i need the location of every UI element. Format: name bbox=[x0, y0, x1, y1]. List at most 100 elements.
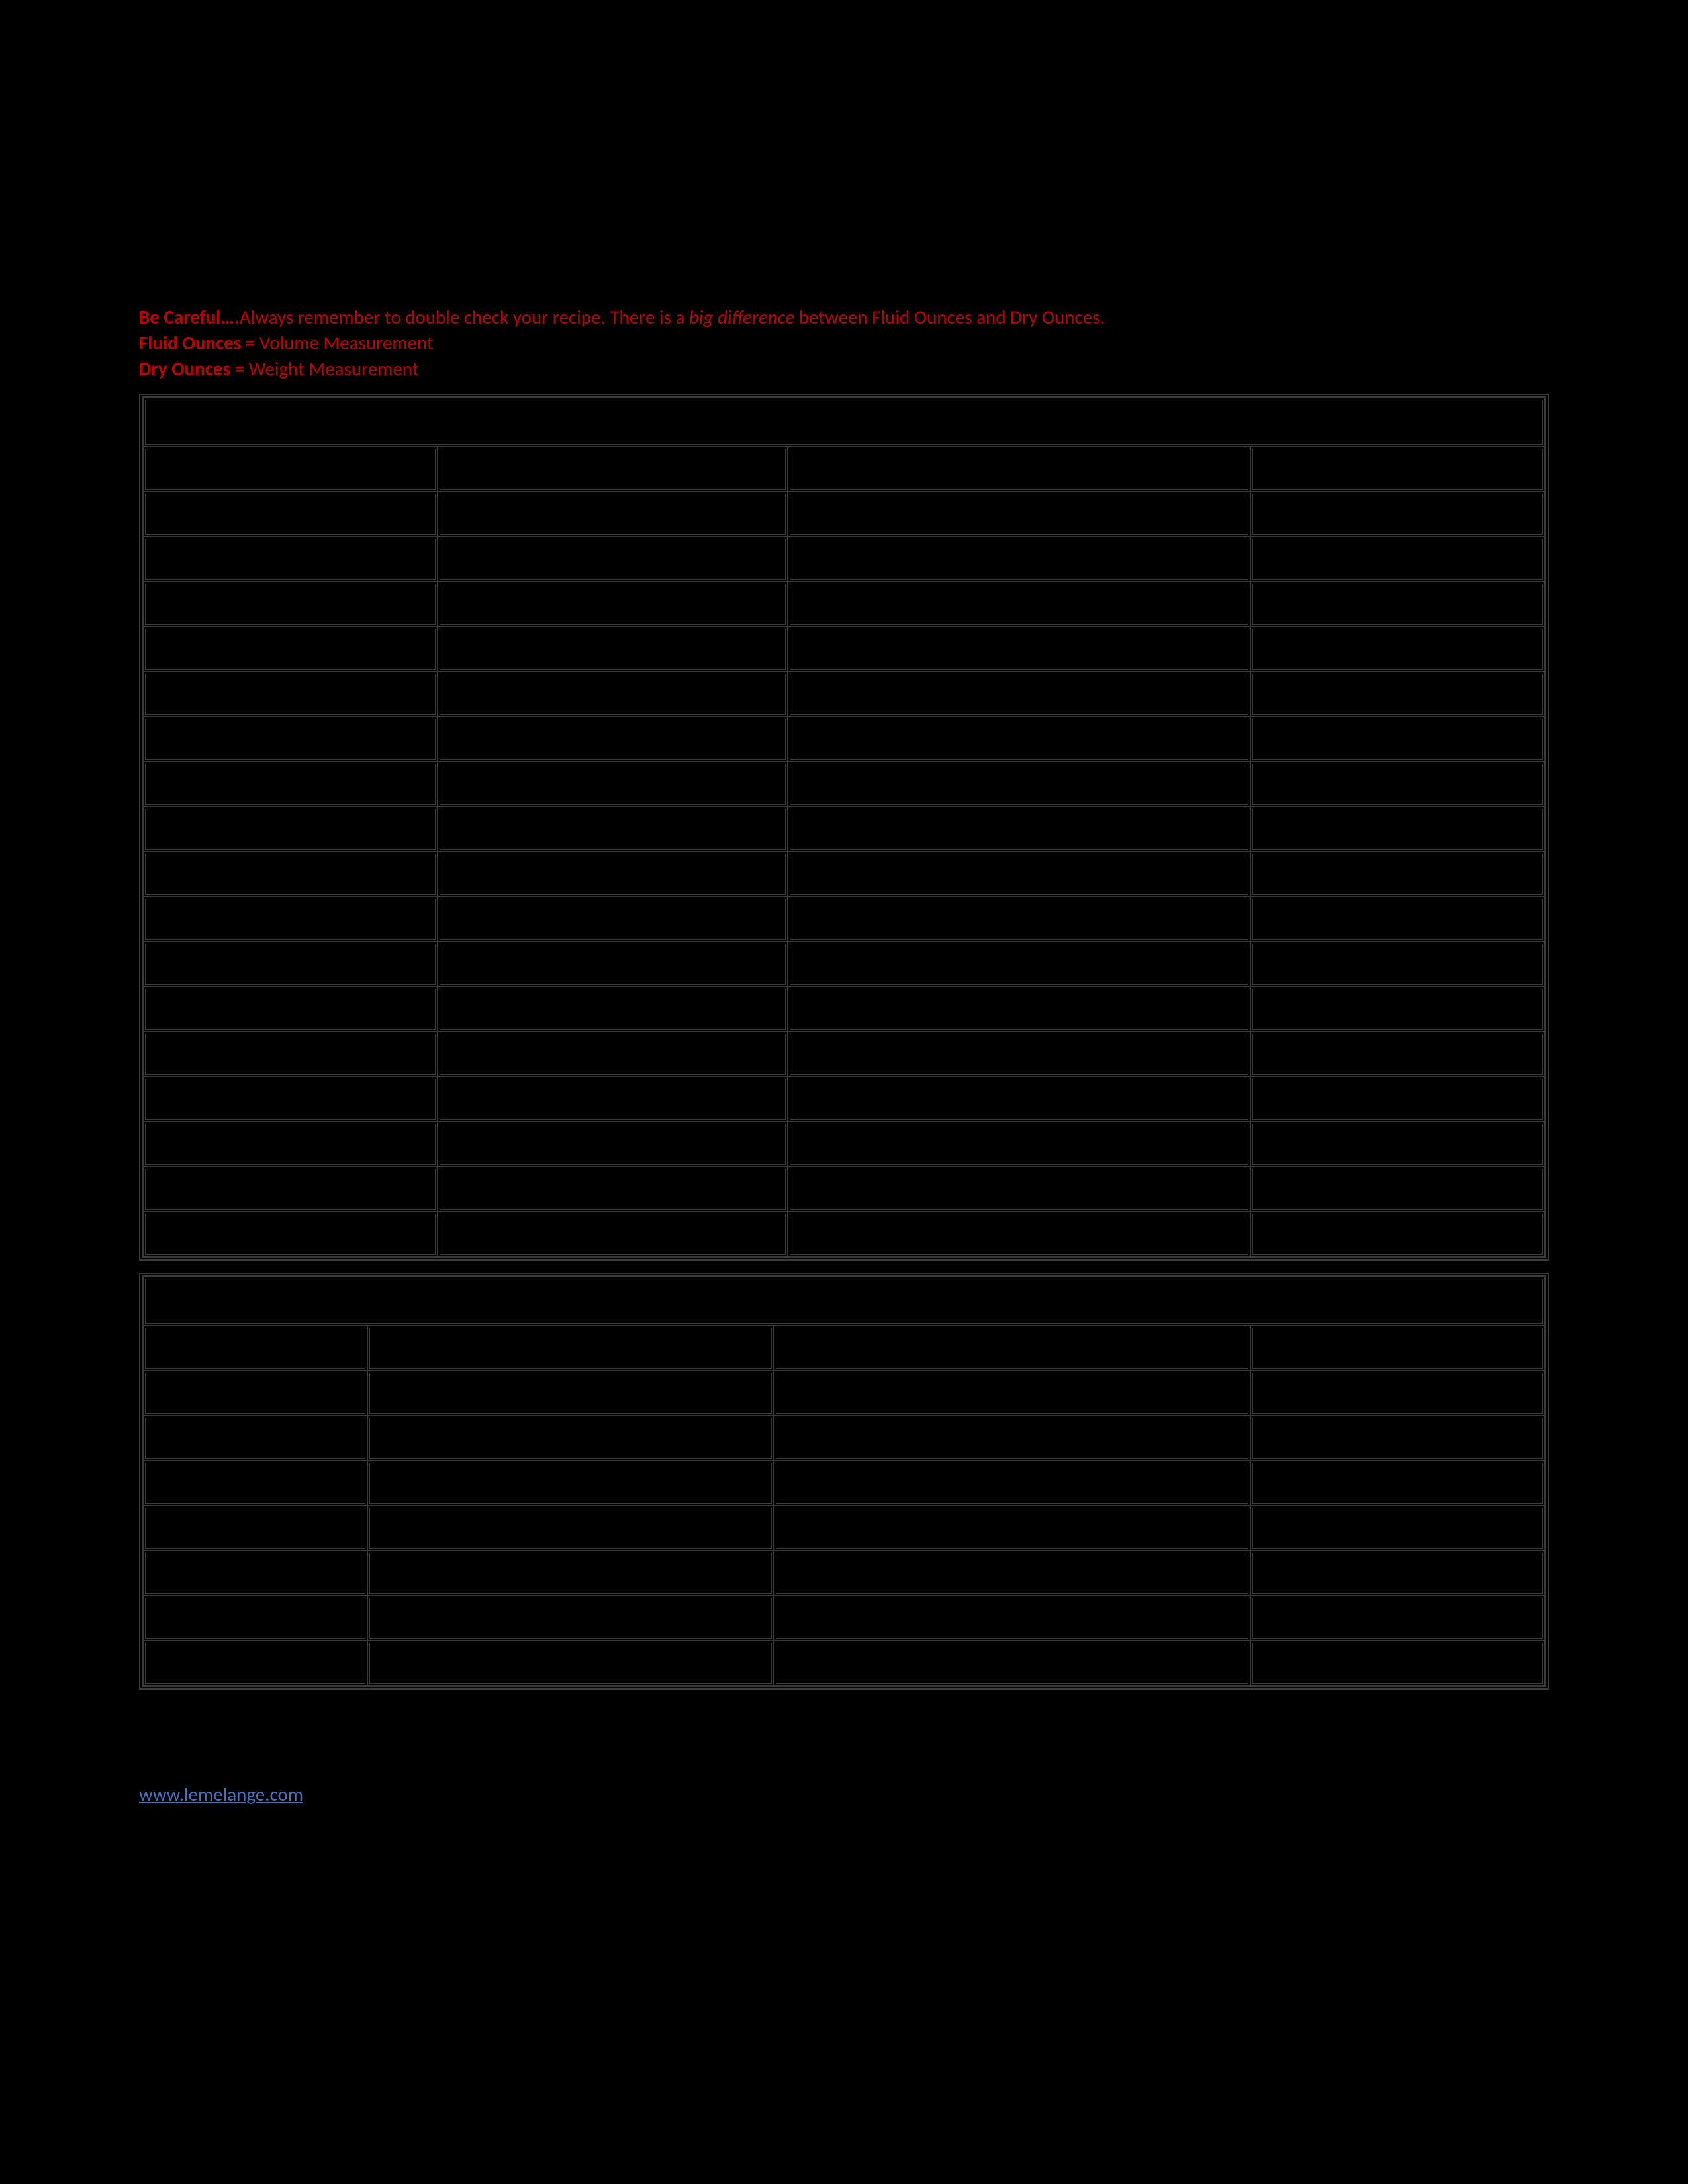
cell bbox=[367, 1506, 774, 1551]
cell bbox=[1250, 1032, 1545, 1077]
cell bbox=[438, 1032, 788, 1077]
table-row bbox=[143, 807, 1545, 852]
table-row bbox=[143, 1077, 1545, 1122]
cell bbox=[143, 492, 438, 537]
cell bbox=[143, 852, 438, 897]
table-row bbox=[143, 447, 1545, 492]
cell bbox=[143, 537, 438, 582]
conversion-table-2 bbox=[139, 1273, 1549, 1690]
cell bbox=[143, 1596, 367, 1641]
cell bbox=[788, 492, 1250, 537]
cell bbox=[367, 1416, 774, 1461]
cell bbox=[143, 897, 438, 942]
table-row bbox=[143, 1167, 1545, 1212]
cell bbox=[1250, 447, 1545, 492]
cell bbox=[438, 1212, 788, 1257]
cell bbox=[367, 1641, 774, 1686]
table-row bbox=[143, 1596, 1545, 1641]
table-row bbox=[143, 762, 1545, 807]
cell bbox=[788, 447, 1250, 492]
intro-text: Be Careful….Always remember to double ch… bbox=[139, 304, 1549, 382]
cell bbox=[438, 537, 788, 582]
cell bbox=[788, 1032, 1250, 1077]
table-row bbox=[143, 672, 1545, 717]
source-link[interactable]: www.lemelange.com bbox=[139, 1782, 303, 1806]
cell bbox=[438, 717, 788, 762]
cell bbox=[143, 1122, 438, 1167]
cell bbox=[774, 1551, 1250, 1596]
cell bbox=[1250, 537, 1545, 582]
cell bbox=[1250, 627, 1545, 672]
cell bbox=[438, 447, 788, 492]
cell bbox=[1250, 1326, 1545, 1371]
cell bbox=[143, 1326, 367, 1371]
table-row bbox=[143, 537, 1545, 582]
cell bbox=[788, 942, 1250, 987]
cell bbox=[1250, 717, 1545, 762]
table-row bbox=[143, 1461, 1545, 1506]
cell bbox=[143, 1212, 438, 1257]
cell bbox=[1250, 1551, 1545, 1596]
cell bbox=[143, 987, 438, 1032]
table-row bbox=[143, 1371, 1545, 1416]
table-row bbox=[143, 1506, 1545, 1551]
fluid-ounces-desc: Volume Measurement bbox=[259, 331, 434, 355]
big-difference: big difference bbox=[689, 305, 794, 329]
cell bbox=[788, 672, 1250, 717]
cell bbox=[1250, 492, 1545, 537]
cell bbox=[788, 537, 1250, 582]
cell bbox=[438, 942, 788, 987]
cell bbox=[788, 987, 1250, 1032]
table-header-row bbox=[143, 398, 1545, 447]
table-row bbox=[143, 1032, 1545, 1077]
dry-ounces-label: Dry Ounces = bbox=[139, 357, 249, 381]
table-row bbox=[143, 1326, 1545, 1371]
cell bbox=[143, 1371, 367, 1416]
cell bbox=[774, 1326, 1250, 1371]
cell bbox=[367, 1596, 774, 1641]
page-content: Be Careful….Always remember to double ch… bbox=[139, 304, 1549, 1806]
cell bbox=[367, 1551, 774, 1596]
cell bbox=[1250, 807, 1545, 852]
table-row bbox=[143, 942, 1545, 987]
cell bbox=[143, 1077, 438, 1122]
table-row bbox=[143, 1551, 1545, 1596]
cell bbox=[1250, 1596, 1545, 1641]
cell bbox=[438, 762, 788, 807]
cell bbox=[1250, 1506, 1545, 1551]
cell bbox=[143, 807, 438, 852]
cell bbox=[143, 582, 438, 627]
cell bbox=[774, 1371, 1250, 1416]
cell bbox=[788, 852, 1250, 897]
cell bbox=[788, 897, 1250, 942]
table-row bbox=[143, 1212, 1545, 1257]
table-row bbox=[143, 1641, 1545, 1686]
cell bbox=[774, 1461, 1250, 1506]
table-row bbox=[143, 717, 1545, 762]
cell bbox=[438, 987, 788, 1032]
cell bbox=[1250, 1416, 1545, 1461]
cell bbox=[143, 672, 438, 717]
table-header-cell bbox=[143, 398, 1545, 447]
cell bbox=[774, 1506, 1250, 1551]
table-row bbox=[143, 1416, 1545, 1461]
cell bbox=[143, 942, 438, 987]
cell bbox=[774, 1416, 1250, 1461]
cell bbox=[1250, 1077, 1545, 1122]
table-row bbox=[143, 1122, 1545, 1167]
cell bbox=[1250, 582, 1545, 627]
cell bbox=[438, 897, 788, 942]
cell bbox=[788, 762, 1250, 807]
conversion-table-1 bbox=[139, 394, 1549, 1261]
cell bbox=[367, 1371, 774, 1416]
intro-line1a: Always remember to double check your rec… bbox=[240, 305, 689, 329]
cell bbox=[788, 1077, 1250, 1122]
cell bbox=[1250, 1122, 1545, 1167]
cell bbox=[438, 627, 788, 672]
cell bbox=[143, 1416, 367, 1461]
cell bbox=[1250, 897, 1545, 942]
table-row bbox=[143, 987, 1545, 1032]
cell bbox=[143, 1461, 367, 1506]
cell bbox=[1250, 1167, 1545, 1212]
cell bbox=[143, 762, 438, 807]
